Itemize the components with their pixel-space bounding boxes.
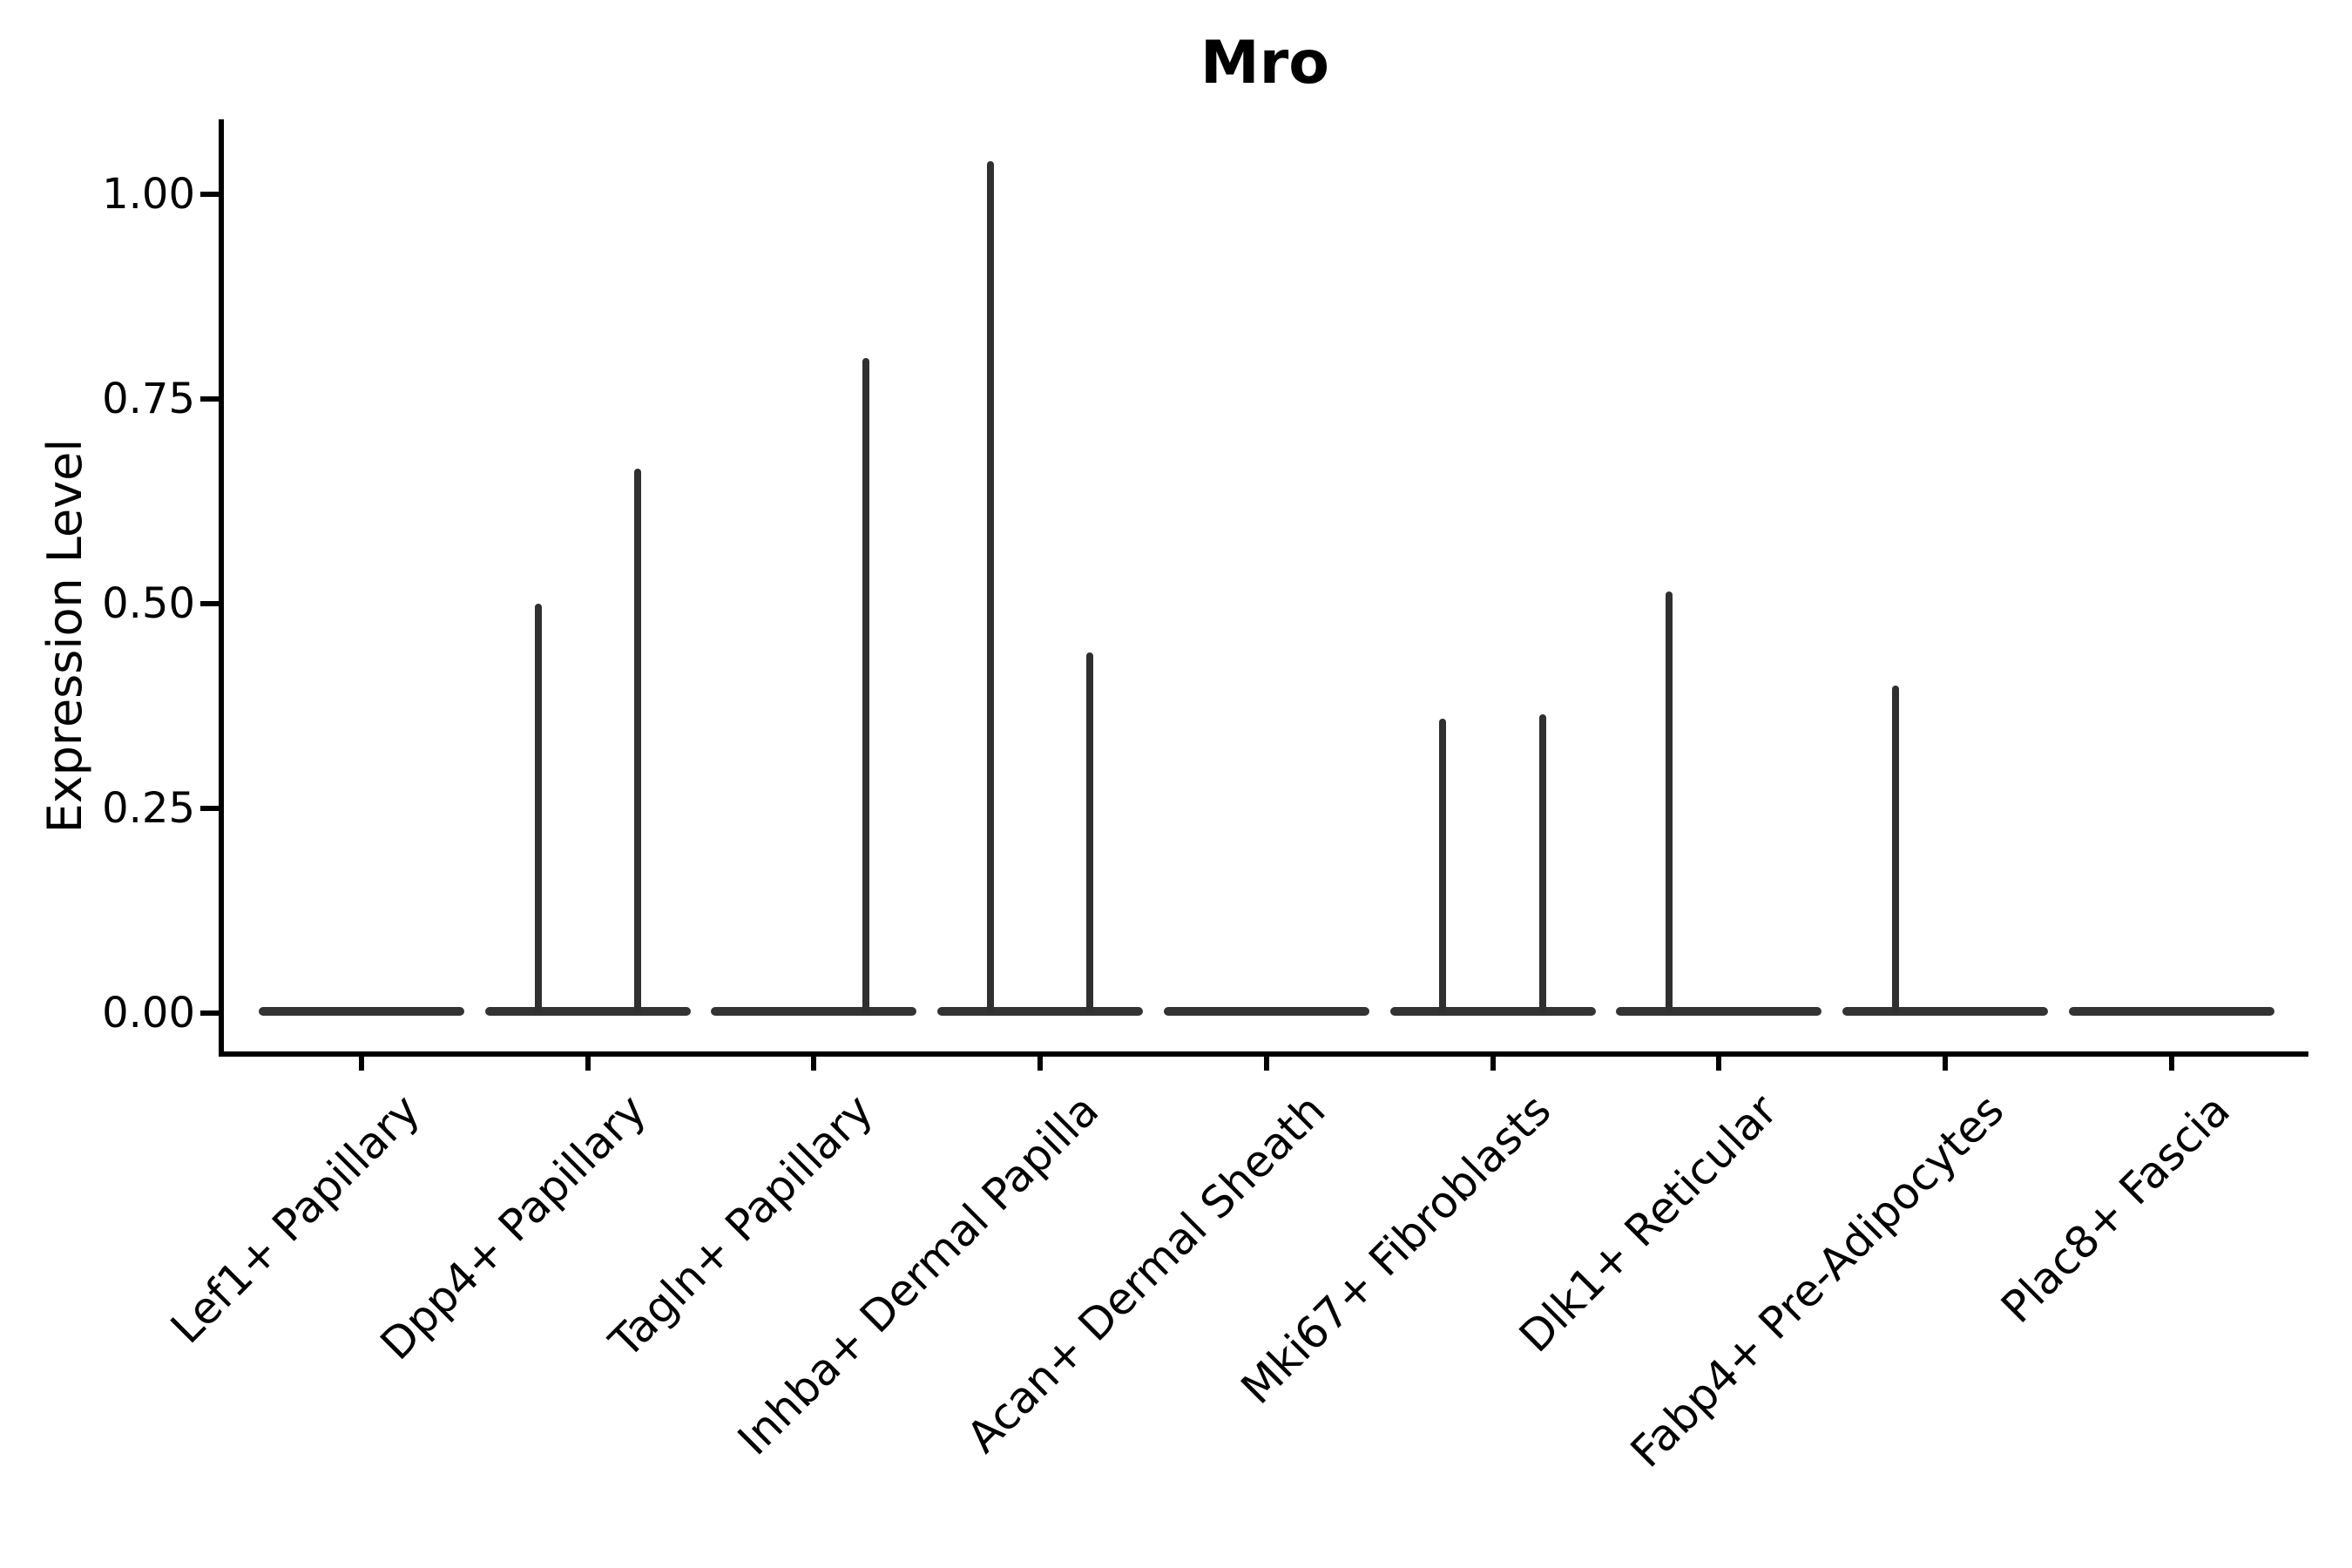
x-tick-label: Plac8+ Fascia [1991, 1085, 2240, 1334]
y-tick [200, 192, 219, 197]
x-tick [2168, 1057, 2174, 1071]
chart-title: Mro [1200, 29, 1329, 98]
x-tick-label: Inhba+ Dermal Papilla [728, 1085, 1109, 1465]
y-tick [200, 396, 219, 402]
violin-spike [633, 468, 641, 1013]
violin-spike [534, 604, 542, 1013]
violin-baseline [1389, 1007, 1596, 1016]
x-tick [811, 1057, 817, 1071]
violin-baseline [937, 1007, 1144, 1016]
x-tick-label: Lef1+ Papillary [161, 1085, 430, 1354]
violin-baseline [484, 1007, 691, 1016]
y-tick [200, 1010, 219, 1016]
y-tick [200, 601, 219, 606]
violin-baseline [1163, 1007, 1369, 1016]
x-tick [1716, 1057, 1722, 1071]
violin-spike [1439, 718, 1447, 1013]
x-tick-label: Fabp4+ Pre-Adipocytes [1620, 1085, 2014, 1477]
x-tick [1942, 1057, 1948, 1071]
y-tick [200, 806, 219, 811]
violin-baseline [1842, 1007, 2048, 1016]
y-tick-label: 0.00 [102, 989, 195, 1037]
x-tick [1263, 1057, 1269, 1071]
y-tick-label: 0.25 [102, 784, 195, 833]
x-tick [1037, 1057, 1044, 1071]
violin-spike [1538, 713, 1546, 1013]
x-tick [359, 1057, 364, 1071]
x-axis-spine [219, 1051, 2308, 1057]
violin-spike [1666, 591, 1673, 1013]
violin-baseline [711, 1007, 917, 1016]
violin-baseline [259, 1007, 464, 1016]
violin-spike [1891, 686, 1899, 1013]
y-axis-spine [219, 119, 224, 1057]
y-tick-label: 1.00 [102, 170, 195, 219]
violin-baseline [2068, 1007, 2274, 1016]
y-tick-label: 0.50 [102, 579, 195, 628]
x-tick [585, 1057, 591, 1071]
violin-spike [1086, 652, 1094, 1013]
violin-spike [986, 161, 994, 1013]
violin-spike [862, 358, 870, 1013]
y-tick-label: 0.75 [102, 375, 195, 423]
x-tick [1490, 1057, 1496, 1071]
violin-baseline [1616, 1007, 1822, 1016]
